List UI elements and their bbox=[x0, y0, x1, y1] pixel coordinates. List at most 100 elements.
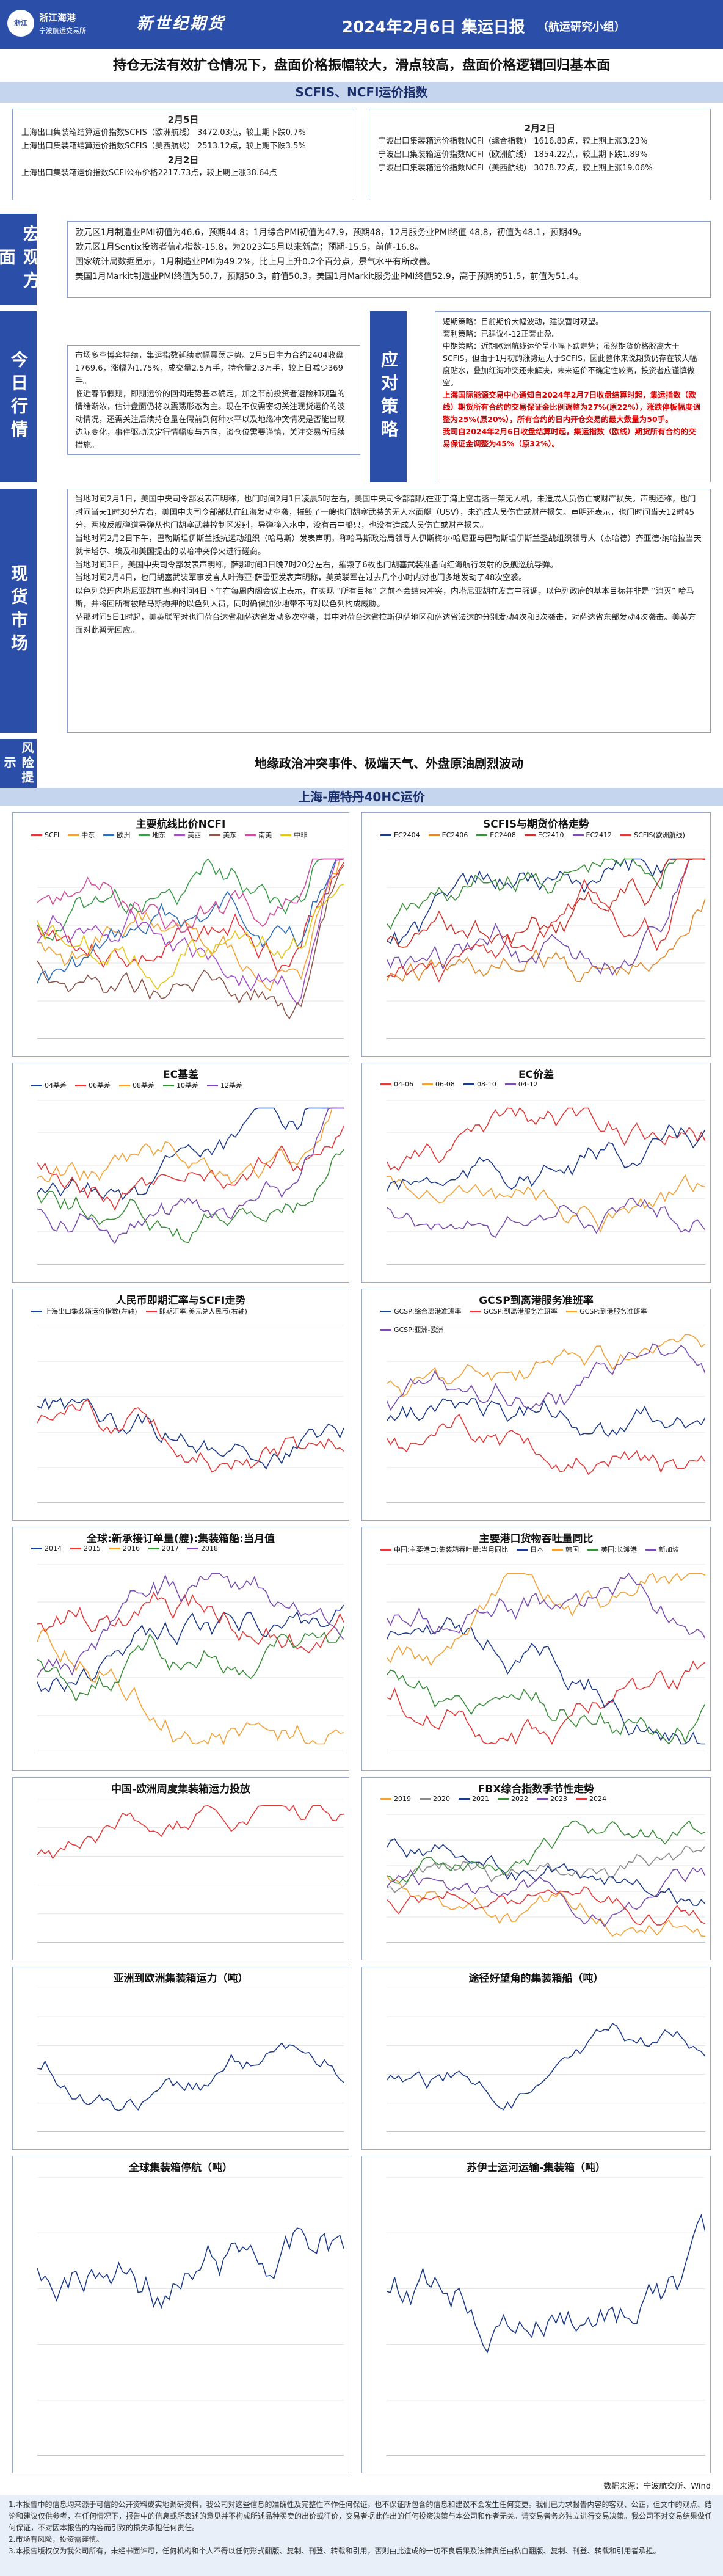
legend-item: 地东 bbox=[139, 830, 165, 840]
market-line: 当地时间3日，美国中央司令部发表声明称，萨那时间3日晚7时20分左右，摧毁了6枚… bbox=[75, 560, 558, 570]
series-line bbox=[387, 1124, 705, 1193]
headline: 持仓无法有效扩仓情况下，盘面价格振幅较大，滑点较高，盘面价格逻辑回归基本面 bbox=[112, 58, 610, 73]
legend-item: 04基差 bbox=[31, 1080, 67, 1090]
series-line bbox=[387, 1660, 705, 1745]
series-line bbox=[387, 858, 705, 983]
series-line bbox=[387, 1846, 705, 1893]
route-section-bar: 上海-鹿特丹40HC运价 bbox=[0, 788, 723, 806]
chart-plot bbox=[37, 1326, 344, 1503]
chart-panel: 全球集装箱停航（吨） bbox=[12, 2156, 349, 2473]
chart-plot bbox=[37, 2177, 344, 2456]
today-text: 市场多空博弈持续，集运指数延续宽幅震荡走势。2月5日主力合约2404收盘1769… bbox=[75, 351, 344, 386]
macro-line: 美国1月Markit制造业PMI终值为50.7，预期50.3，前值50.3，美国… bbox=[75, 272, 583, 282]
series-line bbox=[37, 858, 344, 1005]
strategy-line: 短期策略：目前期价大幅波动，建议暂时观望。 bbox=[443, 317, 603, 326]
series-line bbox=[37, 1805, 344, 1860]
legend-item: 06基差 bbox=[75, 1080, 111, 1090]
chart-title: FBX综合指数季节性走势 bbox=[478, 1783, 595, 1796]
series-line bbox=[37, 1399, 344, 1473]
chart-plot bbox=[37, 1564, 344, 1753]
chart-legend: 中国:主要港口:集装箱吞吐量:当月同比 日本 韩国 美国:长滩港 新加坡 bbox=[380, 1545, 704, 1554]
legend-item: 10基差 bbox=[163, 1080, 198, 1090]
legend-item: 韩国 bbox=[552, 1545, 579, 1554]
legend-item: GCSP:综合离港准班率 bbox=[380, 1306, 462, 1316]
chart-panel: SCFIS与期货价格走势 EC2404 EC2406 EC2408 EC2410 EC24… bbox=[362, 812, 711, 1057]
chart-plot bbox=[387, 850, 705, 1039]
today-label: 今日行情 bbox=[0, 311, 37, 482]
series-line bbox=[37, 862, 344, 975]
series-line bbox=[387, 857, 705, 945]
chart-legend: SCFI 中东 欧洲 地东 美西 美东 南美 中非 bbox=[31, 830, 343, 840]
series-line bbox=[37, 884, 344, 991]
strategy-content: 短期策略：目前期价大幅波动，建议暂时观望。 套利策略：已建议4-12正套止盈。 … bbox=[435, 311, 711, 482]
index-date: 2月5日 bbox=[167, 114, 199, 125]
chart-legend: 04基差 06基差 08基差 10基差 12基差 bbox=[31, 1080, 343, 1090]
chart-plot bbox=[37, 850, 344, 1039]
series-line bbox=[37, 1107, 344, 1201]
series-line bbox=[37, 1126, 344, 1211]
chart-panel: GCSP到离港服务准班率 GCSP:综合离港准班率 GCSP:到离港服务准班率 GCS… bbox=[362, 1289, 711, 1521]
series-line bbox=[37, 1591, 344, 1654]
strategy-notice: 上海国际能源交易中心通知自2024年2月7日收盘结算时起，集运指数（欧线）期货所… bbox=[443, 390, 700, 424]
chart-plot bbox=[37, 1799, 344, 1943]
chart-legend: EC2404 EC2406 EC2408 EC2410 EC2412 SCFIS(欧洲航线… bbox=[380, 830, 704, 840]
strategy-label: 应对策略 bbox=[370, 311, 407, 482]
series-line bbox=[387, 1820, 705, 1884]
series-line bbox=[387, 1414, 705, 1475]
chart-title: EC基差 bbox=[162, 1069, 199, 1081]
macro-line: 欧元区1月Sentix投资者信心指数-15.8，为2023年5月以来新高；预期-… bbox=[75, 242, 424, 252]
series-line bbox=[387, 1573, 705, 1667]
chart-panel: 途径好望角的集装箱船（吨） bbox=[362, 1967, 711, 2150]
market-line: 当地时间2月2日下午，巴勒斯坦伊斯兰抵抗运动组织（哈马斯）发表声明，称哈马斯政治… bbox=[75, 534, 702, 557]
series-line bbox=[387, 1107, 705, 1171]
header-bar: 浙江 浙江海港 宁波航运交易所 新世纪期货 2024年2月6日 集运日报 （航运… bbox=[0, 0, 723, 49]
index-date: 2月2日 bbox=[167, 155, 199, 166]
futures-logo: 新世纪期货 bbox=[137, 15, 226, 33]
chart-plot bbox=[387, 1988, 705, 2132]
company-name: 浙江海港 bbox=[39, 12, 76, 23]
disclaimer-line: 3.本报告版权仅为我公司所有，未经书面许可，任何机构和个人不得以任何形式翻版、复… bbox=[9, 2547, 661, 2555]
chart-title: 主要航线比价NCFI bbox=[136, 818, 226, 831]
strategy-line: 套利策略：已建议4-12正套止盈。 bbox=[443, 329, 559, 338]
series-line bbox=[387, 2213, 705, 2354]
legend-item: 2021 bbox=[459, 1795, 489, 1803]
series-line bbox=[387, 1885, 705, 1926]
legend-item: SCFIS(欧洲航线) bbox=[620, 830, 685, 840]
index-line: 上海出口集装箱运价指数SCFI公布价格2217.73点，较上期上涨38.64点 bbox=[21, 169, 277, 178]
series-line bbox=[387, 1669, 705, 1745]
chart-plot bbox=[387, 1326, 705, 1503]
chart-panel: 全球:新承接订单量(艘):集装箱船:当月值 2014 2015 2016 2017 201… bbox=[12, 1527, 349, 1771]
chart-title: 主要港口货物吞吐量同比 bbox=[479, 1533, 594, 1545]
series-line bbox=[37, 1149, 344, 1243]
legend-item: 2019 bbox=[380, 1795, 411, 1803]
series-line bbox=[387, 1174, 705, 1233]
legend-item: 上海出口集装箱运价指数(左轴) bbox=[31, 1306, 137, 1316]
index-line: 宁波出口集装箱运价指数NCFI（美西航线） 3078.72点，较上期上涨19.0… bbox=[378, 164, 653, 173]
disclaimer-line: 1.本报告中的信息均来源于可信的公开资料或实地调研资料，我公司对这些信息的准确性… bbox=[9, 2500, 713, 2532]
series-line bbox=[37, 1626, 344, 1703]
legend-item: 08-10 bbox=[463, 1080, 496, 1088]
chart-title: 全球集装箱停航（吨） bbox=[129, 2162, 233, 2174]
legend-item: 2023 bbox=[537, 1795, 567, 1803]
chart-title: 苏伊士运河运输-集装箱（吨） bbox=[466, 2162, 606, 2174]
today-content: 市场多空博弈持续，集运指数延续宽幅震荡走势。2月5日主力合约2404收盘1769… bbox=[67, 345, 360, 455]
legend-item: 04-12 bbox=[504, 1080, 538, 1088]
series-line bbox=[387, 1334, 705, 1398]
index-line: 宁波出口集装箱运价指数NCFI（综合指数） 1616.83点，较上期上涨3.23… bbox=[378, 137, 648, 146]
chart-title: 途径好望角的集装箱船（吨） bbox=[468, 1973, 604, 1985]
market-line: 萨那时间5日1时起，美英联军对也门荷台达省和萨达省发动多次空袭，其中对荷台达省拉… bbox=[75, 613, 696, 636]
chart-title: GCSP到离港服务准班率 bbox=[479, 1295, 594, 1307]
disclaimer-line: 2.市场有风险，投资需谨慎。 bbox=[9, 2535, 104, 2544]
legend-item: 新加坡 bbox=[645, 1545, 679, 1554]
series-line bbox=[37, 2042, 344, 2111]
legend-item: EC2408 bbox=[476, 830, 516, 840]
legend-item: SCFI bbox=[31, 830, 59, 840]
legend-item: GCSP:到港服务准班率 bbox=[566, 1306, 647, 1316]
company-logo: 浙江 浙江海港 宁波航运交易所 bbox=[7, 9, 129, 39]
legend-item: EC2404 bbox=[380, 830, 420, 840]
logo-mark-icon: 浙江 bbox=[7, 10, 34, 37]
chart-legend: GCSP:综合离港准班率 GCSP:到离港服务准班率 GCSP:到港服务准班率 GCS… bbox=[380, 1306, 704, 1334]
index-line: 上海出口集装箱结算运价指数SCFIS（美西航线） 2513.12点，较上期下跌3… bbox=[21, 142, 306, 151]
legend-item: EC2410 bbox=[524, 830, 564, 840]
chart-title: SCFIS与期货价格走势 bbox=[483, 818, 589, 831]
